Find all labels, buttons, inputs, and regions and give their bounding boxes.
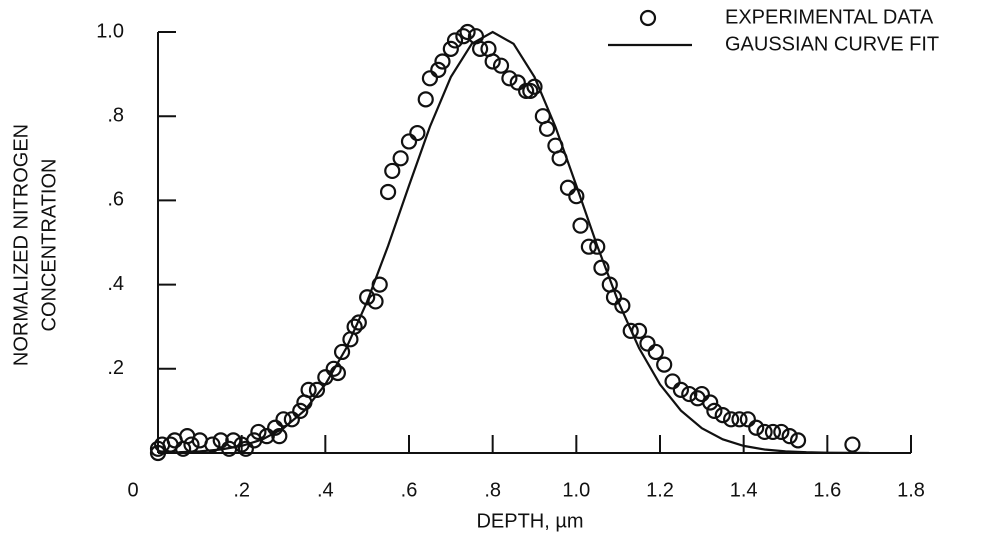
fit-line: [157, 30, 870, 455]
data-point: [183, 436, 200, 453]
data-point: [421, 70, 439, 87]
x-tick-label: 1.0: [562, 479, 590, 501]
data-point: [559, 179, 577, 196]
data-point: [417, 91, 434, 108]
legend-label: GAUSSIAN CURVE FIT: [725, 33, 939, 55]
data-point: [258, 428, 275, 445]
data-point: [237, 440, 254, 457]
data-point: [204, 436, 221, 453]
data-point: [455, 28, 472, 45]
data-point: [446, 32, 464, 49]
data-point: [384, 162, 401, 180]
y-tick-label: .2: [107, 357, 124, 379]
data-point: [409, 124, 426, 142]
x-tick-label: 1.6: [813, 479, 841, 501]
data-point: [664, 373, 681, 390]
data-point: [275, 411, 292, 428]
legend-marker: [639, 9, 657, 27]
data-point: [756, 423, 773, 441]
data-point: [250, 423, 267, 441]
data-point: [292, 402, 309, 419]
x-tick-label: .2: [233, 479, 250, 501]
data-point: [283, 411, 300, 428]
data-point: [359, 289, 376, 306]
data-point: [681, 385, 698, 403]
data-point: [593, 259, 610, 276]
x-tick-label: 1.2: [646, 479, 674, 501]
data-point: [430, 61, 447, 78]
x-tick-label: .4: [317, 479, 334, 501]
data-point: [472, 40, 489, 57]
y-tick-label: .8: [107, 104, 124, 126]
x-tick-label: .8: [484, 479, 501, 501]
data-point: [271, 428, 288, 445]
data-point: [656, 356, 673, 373]
y-tick-label: .6: [107, 189, 124, 211]
data-point: [379, 183, 397, 201]
data-point: [459, 23, 476, 41]
data-point: [622, 322, 639, 340]
data-point: [492, 57, 510, 74]
data-point: [580, 238, 597, 255]
data-point: [672, 381, 690, 398]
data-point: [572, 217, 589, 234]
data-point: [748, 419, 765, 436]
x-axis-label: DEPTH, µm: [476, 510, 583, 532]
data-point: [518, 82, 535, 100]
data-point: [346, 318, 363, 335]
data-point: [501, 70, 518, 87]
data-point: [706, 402, 723, 419]
data-point: [325, 360, 342, 377]
data-point: [522, 82, 539, 100]
data-point: [538, 120, 556, 137]
data-point: [568, 188, 585, 205]
data-point: [781, 428, 798, 445]
data-point: [764, 423, 782, 441]
y-axis-label: CONCENTRATION: [38, 159, 60, 332]
data-point: [693, 385, 710, 403]
y-tick-label: 1.0: [96, 20, 124, 42]
data-point: [212, 432, 229, 449]
data-point: [731, 411, 748, 428]
data-point: [484, 53, 501, 70]
x-tick-label: 1.8: [897, 479, 925, 501]
data-point: [367, 293, 384, 310]
data-point: [589, 238, 606, 255]
data-point: [647, 343, 664, 361]
data-point: [714, 407, 731, 424]
data-point: [442, 40, 459, 57]
data-point: [509, 74, 526, 91]
data-point: [434, 53, 451, 70]
x-tick-label: .6: [401, 479, 418, 501]
data-point: [723, 411, 740, 428]
data-point: [773, 423, 790, 441]
data-point: [789, 432, 807, 449]
data-point: [300, 381, 317, 398]
x-tick-label: 0: [127, 479, 138, 501]
data-point: [400, 133, 418, 150]
data-point: [392, 150, 409, 167]
data-point: [333, 343, 351, 361]
x-tick-label: 1.4: [730, 479, 758, 501]
data-point: [350, 314, 367, 331]
data-point: [844, 436, 861, 453]
legend-label: EXPERIMENTAL DATA: [725, 6, 934, 28]
data-point: [702, 394, 719, 411]
data-point: [308, 381, 326, 398]
y-tick-label: .4: [107, 273, 124, 295]
data-point: [639, 335, 656, 352]
data-point: [739, 411, 756, 428]
y-axis-label: NORMALIZED NITROGEN: [10, 124, 32, 366]
